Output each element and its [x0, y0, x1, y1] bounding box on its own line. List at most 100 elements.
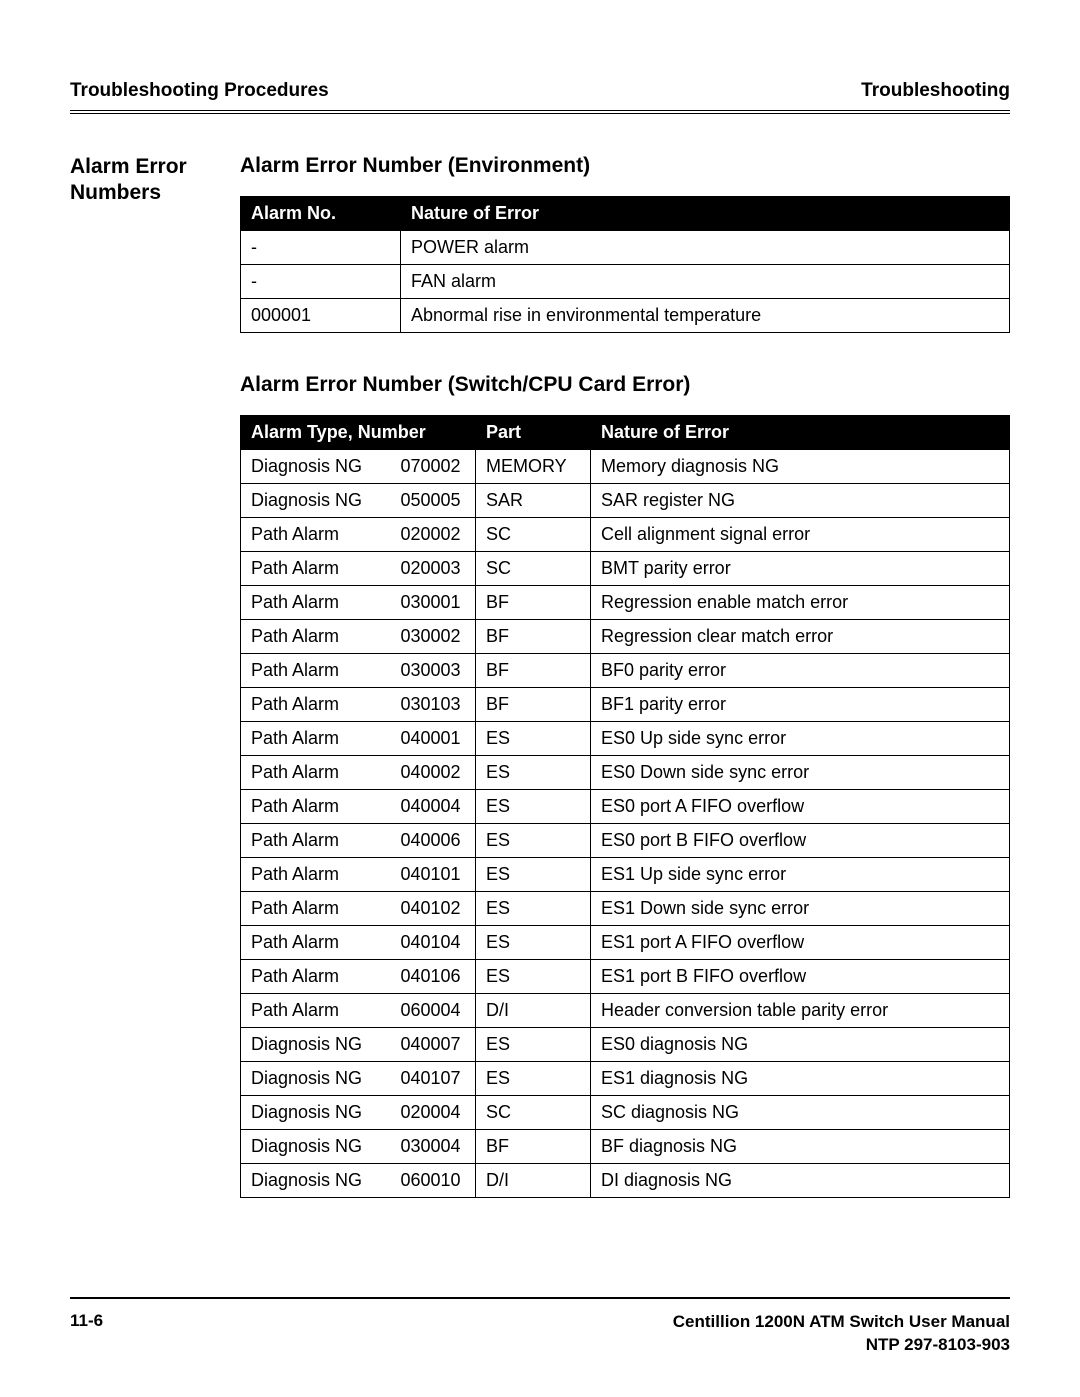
- cell-part: SC: [476, 1096, 591, 1130]
- table-row: Diagnosis NG030004BFBF diagnosis NG: [241, 1130, 1010, 1164]
- section2-title: Alarm Error Number (Switch/CPU Card Erro…: [240, 373, 1010, 397]
- table-row: Path Alarm040002ESES0 Down side sync err…: [241, 756, 1010, 790]
- cell-nature: Regression clear match error: [591, 620, 1010, 654]
- side-heading: Alarm Error Numbers: [70, 154, 240, 1297]
- table-row: Path Alarm060004D/IHeader conversion tab…: [241, 994, 1010, 1028]
- cell-alarm-type: Path Alarm: [241, 620, 391, 654]
- cell-part: ES: [476, 722, 591, 756]
- cell-part: BF: [476, 620, 591, 654]
- cell-alarm-type: Diagnosis NG: [241, 484, 391, 518]
- cell-nature: ES0 Down side sync error: [591, 756, 1010, 790]
- cell-alarm-number: 040001: [391, 722, 476, 756]
- cell-part: ES: [476, 756, 591, 790]
- cell-part: D/I: [476, 1164, 591, 1198]
- cell-part: ES: [476, 960, 591, 994]
- cell-alarm-number: 040101: [391, 858, 476, 892]
- cell-alarm-number: 030002: [391, 620, 476, 654]
- cell-part: ES: [476, 1062, 591, 1096]
- table-row: Path Alarm030002BFRegression clear match…: [241, 620, 1010, 654]
- cell-nature: SAR register NG: [591, 484, 1010, 518]
- table-row: Path Alarm040004ESES0 port A FIFO overfl…: [241, 790, 1010, 824]
- cell-alarm-type: Path Alarm: [241, 824, 391, 858]
- environment-table: Alarm No. Nature of Error -POWER alarm-F…: [240, 196, 1010, 333]
- cell-nature: DI diagnosis NG: [591, 1164, 1010, 1198]
- cell-part: BF: [476, 586, 591, 620]
- cell-nature: FAN alarm: [401, 265, 1010, 299]
- cell-part: BF: [476, 1130, 591, 1164]
- cell-nature: Regression enable match error: [591, 586, 1010, 620]
- table-row: Path Alarm040102ESES1 Down side sync err…: [241, 892, 1010, 926]
- cell-nature: ES1 Up side sync error: [591, 858, 1010, 892]
- cell-nature: Header conversion table parity error: [591, 994, 1010, 1028]
- cell-nature: Cell alignment signal error: [591, 518, 1010, 552]
- cell-nature: ES1 port A FIFO overflow: [591, 926, 1010, 960]
- cell-alarm-type: Diagnosis NG: [241, 1130, 391, 1164]
- table-row: Diagnosis NG050005SARSAR register NG: [241, 484, 1010, 518]
- cell-part: ES: [476, 790, 591, 824]
- header-left: Troubleshooting Procedures: [70, 80, 329, 102]
- cell-part: ES: [476, 926, 591, 960]
- cell-part: ES: [476, 858, 591, 892]
- table-row: Diagnosis NG060010D/IDI diagnosis NG: [241, 1164, 1010, 1198]
- section1-title: Alarm Error Number (Environment): [240, 154, 1010, 178]
- cell-nature: BF1 parity error: [591, 688, 1010, 722]
- cell-nature: ES0 port B FIFO overflow: [591, 824, 1010, 858]
- cell-alarm-type: Diagnosis NG: [241, 1164, 391, 1198]
- cell-part: BF: [476, 688, 591, 722]
- footer-page-number: 11-6: [70, 1311, 103, 1331]
- cell-alarm-number: 020003: [391, 552, 476, 586]
- col-part: Part: [476, 416, 591, 450]
- table-row: Diagnosis NG070002MEMORYMemory diagnosis…: [241, 450, 1010, 484]
- page-footer: 11-6 Centillion 1200N ATM Switch User Ma…: [70, 1297, 1010, 1357]
- table-row: Path Alarm040001ESES0 Up side sync error: [241, 722, 1010, 756]
- table-header-row: Alarm Type, Number Part Nature of Error: [241, 416, 1010, 450]
- cell-alarm-number: 040106: [391, 960, 476, 994]
- main-content: Alarm Error Number (Environment) Alarm N…: [240, 154, 1010, 1297]
- cell-alarm-no: -: [241, 265, 401, 299]
- cell-alarm-no: 000001: [241, 299, 401, 333]
- cell-alarm-type: Path Alarm: [241, 892, 391, 926]
- cell-alarm-type: Path Alarm: [241, 994, 391, 1028]
- switch-cpu-table: Alarm Type, Number Part Nature of Error …: [240, 415, 1010, 1198]
- table-row: Path Alarm030003BFBF0 parity error: [241, 654, 1010, 688]
- col-alarm-type-number: Alarm Type, Number: [241, 416, 476, 450]
- table-row: Path Alarm030001BFRegression enable matc…: [241, 586, 1010, 620]
- table-row: Diagnosis NG020004SCSC diagnosis NG: [241, 1096, 1010, 1130]
- cell-alarm-type: Path Alarm: [241, 552, 391, 586]
- cell-nature: BF0 parity error: [591, 654, 1010, 688]
- table-row: 000001Abnormal rise in environmental tem…: [241, 299, 1010, 333]
- cell-alarm-type: Diagnosis NG: [241, 1062, 391, 1096]
- cell-alarm-no: -: [241, 231, 401, 265]
- cell-alarm-number: 040006: [391, 824, 476, 858]
- cell-nature: BF diagnosis NG: [591, 1130, 1010, 1164]
- cell-alarm-number: 060010: [391, 1164, 476, 1198]
- cell-alarm-number: 040104: [391, 926, 476, 960]
- cell-alarm-number: 020004: [391, 1096, 476, 1130]
- cell-alarm-number: 060004: [391, 994, 476, 1028]
- cell-nature: ES0 diagnosis NG: [591, 1028, 1010, 1062]
- table-row: -FAN alarm: [241, 265, 1010, 299]
- col-nature: Nature of Error: [401, 197, 1010, 231]
- cell-alarm-number: 030003: [391, 654, 476, 688]
- cell-nature: Memory diagnosis NG: [591, 450, 1010, 484]
- cell-part: SC: [476, 518, 591, 552]
- cell-alarm-number: 070002: [391, 450, 476, 484]
- table-row: -POWER alarm: [241, 231, 1010, 265]
- cell-part: ES: [476, 892, 591, 926]
- cell-nature: ES1 Down side sync error: [591, 892, 1010, 926]
- cell-nature: Abnormal rise in environmental temperatu…: [401, 299, 1010, 333]
- table-row: Path Alarm040106ESES1 port B FIFO overfl…: [241, 960, 1010, 994]
- cell-alarm-type: Path Alarm: [241, 756, 391, 790]
- cell-alarm-type: Diagnosis NG: [241, 1096, 391, 1130]
- cell-alarm-number: 030103: [391, 688, 476, 722]
- table-row: Path Alarm030103BFBF1 parity error: [241, 688, 1010, 722]
- cell-alarm-type: Path Alarm: [241, 586, 391, 620]
- cell-part: D/I: [476, 994, 591, 1028]
- table-row: Path Alarm020003SCBMT parity error: [241, 552, 1010, 586]
- cell-alarm-type: Diagnosis NG: [241, 1028, 391, 1062]
- cell-part: ES: [476, 1028, 591, 1062]
- cell-part: SC: [476, 552, 591, 586]
- cell-alarm-type: Path Alarm: [241, 926, 391, 960]
- cell-alarm-number: 040102: [391, 892, 476, 926]
- table-row: Path Alarm020002SCCell alignment signal …: [241, 518, 1010, 552]
